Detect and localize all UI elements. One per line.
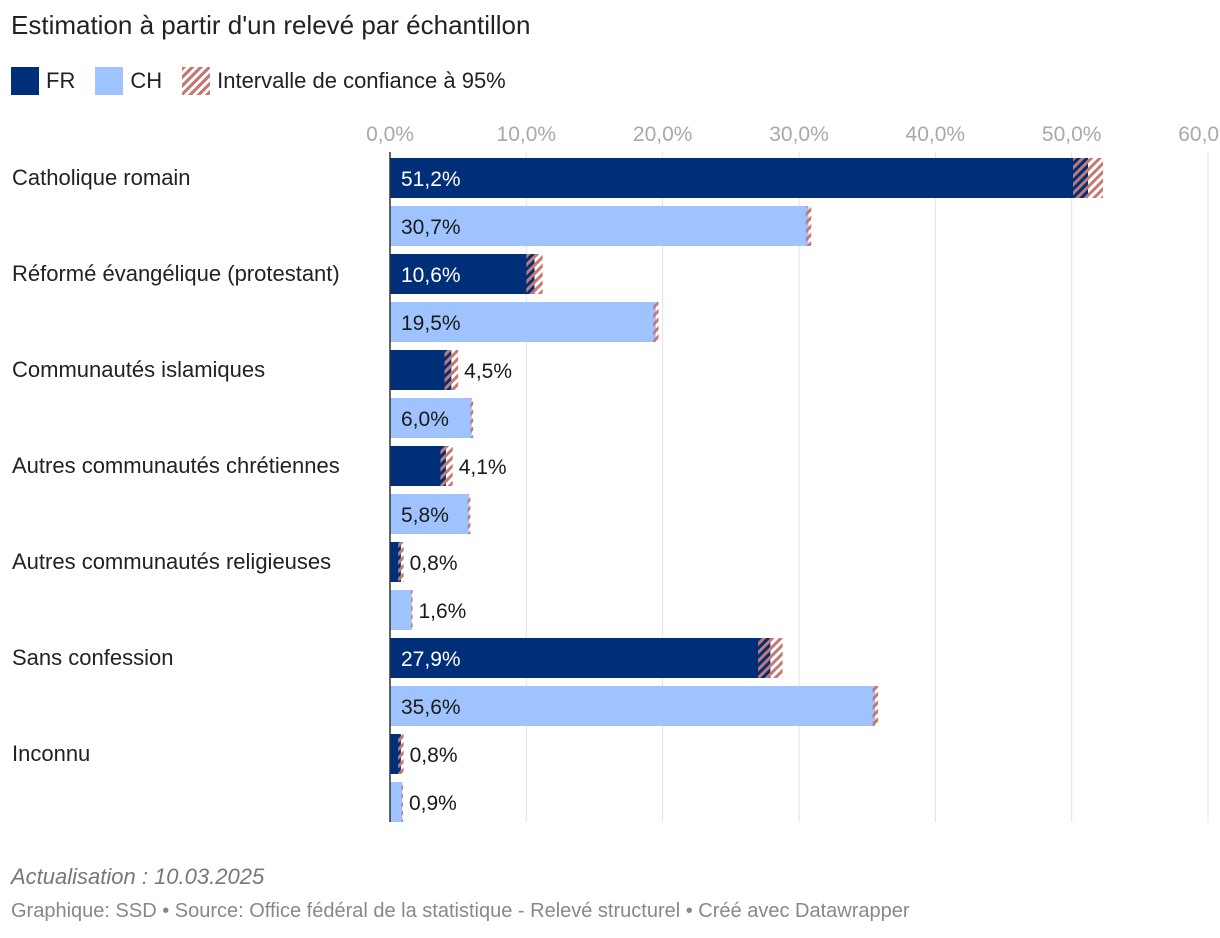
category-label-autres-chretiennes: Autres communautés chrétiennes [12, 453, 340, 478]
category-label-sans-confession: Sans confession [12, 645, 174, 670]
confidence-interval-fr [398, 542, 404, 582]
bar-fr [390, 254, 535, 294]
data-label-fr: 27,9% [401, 648, 461, 671]
legend-label-fr: FR [46, 68, 76, 93]
data-label-ch: 6,0% [401, 408, 449, 431]
confidence-interval-ch [805, 206, 812, 246]
bar-ch [390, 782, 403, 822]
source-credit: Graphique: SSD • Source: Office fédéral … [11, 900, 910, 922]
legend-label-ci: Intervalle de confiance à 95% [217, 68, 506, 93]
confidence-interval-ch [872, 686, 879, 726]
x-tick-label: 50,0% [1042, 123, 1102, 146]
x-tick-label: 60,0% [1178, 123, 1220, 146]
bar-ch [390, 494, 470, 534]
data-label-fr: 0,8% [410, 552, 458, 575]
legend-item-fr: FR [11, 67, 75, 95]
bar-ch [390, 686, 876, 726]
legend-swatch-ci [182, 67, 211, 95]
bar-ch [390, 398, 472, 438]
bar-ch [390, 302, 656, 342]
x-tick-label: 0,0% [366, 123, 414, 146]
confidence-interval-ch [401, 782, 404, 822]
update-note: Actualisation : 10.03.2025 [11, 864, 265, 889]
confidence-interval-fr [398, 734, 404, 774]
bar-ch [390, 590, 412, 630]
bar-ch [390, 206, 809, 246]
confidence-interval-ch [467, 494, 471, 534]
confidence-interval-fr [444, 350, 459, 390]
legend: FR CH Intervalle de confiance à 95% [11, 66, 526, 96]
data-label-fr: 4,1% [459, 456, 507, 479]
bar-fr [390, 350, 452, 390]
legend-item-ch: CH [95, 67, 162, 95]
chart-title: Estimation à partir d'un relevé par écha… [11, 10, 531, 40]
data-label-ch: 19,5% [401, 312, 461, 335]
bar-fr [390, 734, 401, 774]
data-label-ch: 35,6% [401, 696, 461, 719]
category-label-reforme: Réformé évangélique (protestant) [12, 261, 340, 286]
x-tick-label: 30,0% [769, 123, 829, 146]
confidence-interval-ch [470, 398, 474, 438]
x-tick-label: 40,0% [906, 123, 966, 146]
data-label-fr: 51,2% [401, 168, 461, 191]
data-label-ch: 30,7% [401, 216, 461, 239]
confidence-interval-ch [411, 590, 413, 630]
legend-swatch-fr [11, 67, 39, 95]
data-label-fr: 10,6% [401, 264, 461, 287]
confidence-interval-fr [440, 446, 453, 486]
data-label-fr: 4,5% [464, 360, 512, 383]
legend-item-ci: Intervalle de confiance à 95% [182, 67, 506, 95]
data-label-ch: 5,8% [401, 504, 449, 527]
category-label-autres-religieuses: Autres communautés religieuses [12, 549, 332, 574]
bar-fr [390, 446, 446, 486]
data-label-ch: 0,9% [409, 792, 457, 815]
bar-fr [390, 158, 1089, 198]
x-tick-label: 10,0% [497, 123, 557, 146]
confidence-interval-fr [758, 638, 783, 678]
category-label-islamiques: Communautés islamiques [12, 357, 266, 382]
x-tick-label: 20,0% [633, 123, 693, 146]
legend-label-ch: CH [130, 68, 163, 93]
bar-fr [390, 542, 401, 582]
data-label-fr: 0,8% [410, 744, 458, 767]
bar-fr [390, 638, 771, 678]
category-label-inconnu: Inconnu [12, 741, 91, 766]
confidence-interval-fr [526, 254, 543, 294]
confidence-interval-fr [1073, 158, 1104, 198]
data-label-ch: 1,6% [418, 600, 466, 623]
confidence-interval-ch [653, 302, 659, 342]
category-label-catholique: Catholique romain [12, 165, 191, 190]
legend-swatch-ch [95, 67, 124, 95]
